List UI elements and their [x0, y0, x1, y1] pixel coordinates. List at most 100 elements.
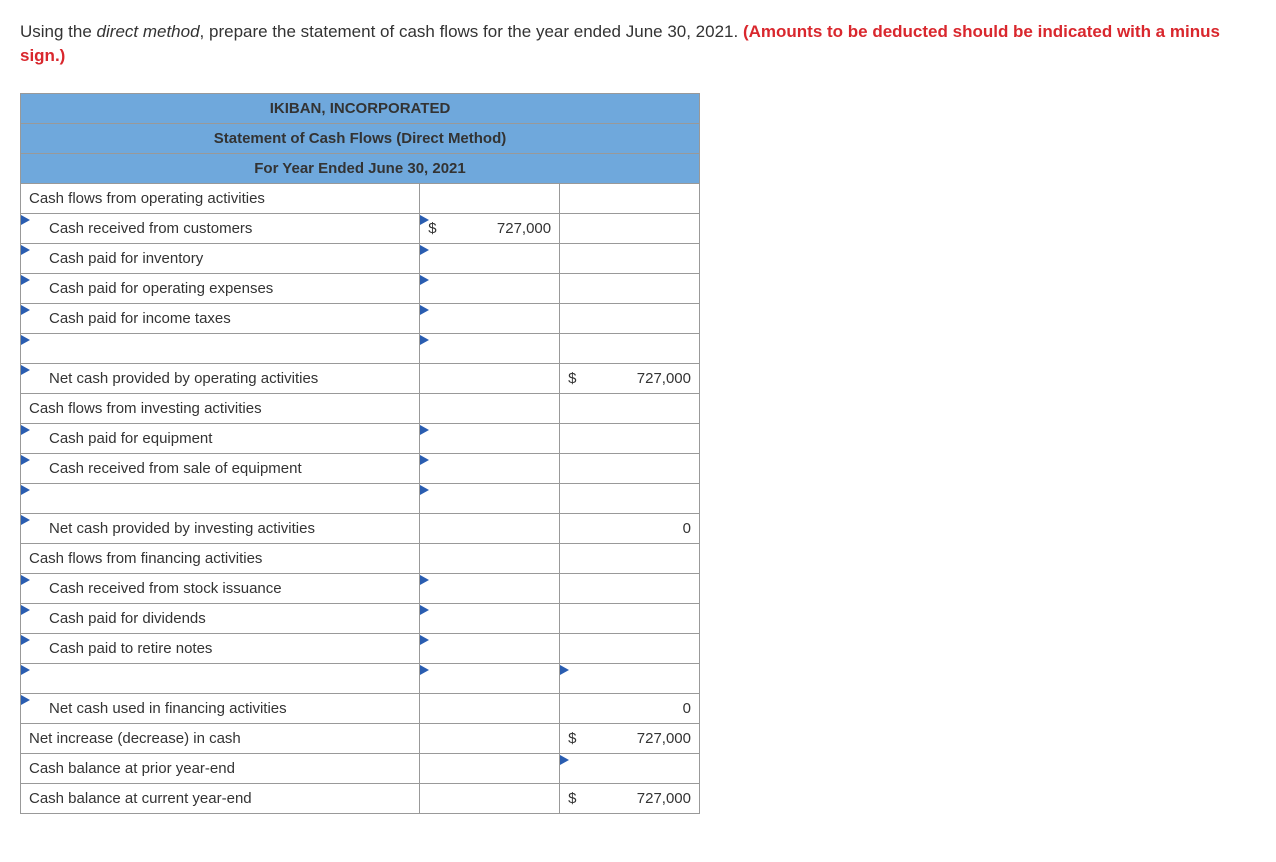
dropdown-icon[interactable]	[420, 245, 429, 255]
dropdown-icon[interactable]	[420, 335, 429, 345]
cash-paid-equipment-input[interactable]	[420, 423, 560, 453]
label-text: Net cash provided by investing activitie…	[49, 520, 315, 537]
net-investing-label[interactable]: Net cash provided by investing activitie…	[21, 513, 420, 543]
empty-cell	[560, 303, 700, 333]
blank-input[interactable]	[420, 483, 560, 513]
cash-stock-issuance-input[interactable]	[420, 573, 560, 603]
dropdown-icon[interactable]	[21, 635, 30, 645]
cash-paid-inventory-input[interactable]	[420, 243, 560, 273]
dropdown-icon[interactable]	[560, 665, 569, 675]
cash-received-equipment-label[interactable]: Cash received from sale of equipment	[21, 453, 420, 483]
empty-cell	[420, 183, 560, 213]
dropdown-icon[interactable]	[21, 485, 30, 495]
blank-label[interactable]	[21, 483, 420, 513]
blank-input[interactable]	[560, 663, 700, 693]
dropdown-icon[interactable]	[420, 635, 429, 645]
cash-received-equipment-input[interactable]	[420, 453, 560, 483]
cash-stock-issuance-label[interactable]: Cash received from stock issuance	[21, 573, 420, 603]
net-operating-row: Net cash provided by operating activitie…	[21, 363, 700, 393]
label-text: Cash paid for operating expenses	[49, 280, 273, 297]
prior-year-input[interactable]	[560, 753, 700, 783]
dropdown-icon[interactable]	[560, 755, 569, 765]
cash-retire-notes-label[interactable]: Cash paid to retire notes	[21, 633, 420, 663]
dollar-sign: $	[568, 370, 576, 387]
cash-stock-issuance-row: Cash received from stock issuance	[21, 573, 700, 603]
cash-flow-table: IKIBAN, INCORPORATED Statement of Cash F…	[20, 93, 700, 814]
empty-cell	[420, 393, 560, 423]
cash-paid-operating-input[interactable]	[420, 273, 560, 303]
cash-received-customers-input[interactable]: $ 727,000	[420, 213, 560, 243]
prior-year-label: Cash balance at prior year-end	[21, 753, 420, 783]
dropdown-icon[interactable]	[21, 575, 30, 585]
cash-paid-inventory-label[interactable]: Cash paid for inventory	[21, 243, 420, 273]
net-investing-row: Net cash provided by investing activitie…	[21, 513, 700, 543]
label-text: Net cash used in financing activities	[49, 700, 287, 717]
blank-financing-row	[21, 663, 700, 693]
dropdown-icon[interactable]	[21, 275, 30, 285]
cash-dividends-input[interactable]	[420, 603, 560, 633]
cash-paid-taxes-input[interactable]	[420, 303, 560, 333]
cash-paid-equipment-row: Cash paid for equipment	[21, 423, 700, 453]
amount-value: 727,000	[637, 790, 691, 807]
dropdown-icon[interactable]	[21, 245, 30, 255]
cash-received-customers-label[interactable]: Cash received from customers	[21, 213, 420, 243]
empty-cell	[560, 423, 700, 453]
dropdown-icon[interactable]	[21, 215, 30, 225]
dropdown-icon[interactable]	[420, 455, 429, 465]
blank-label[interactable]	[21, 663, 420, 693]
empty-cell	[420, 753, 560, 783]
cash-paid-operating-label[interactable]: Cash paid for operating expenses	[21, 273, 420, 303]
dropdown-icon[interactable]	[420, 665, 429, 675]
dropdown-icon[interactable]	[420, 215, 429, 225]
net-financing-row: Net cash used in financing activities 0	[21, 693, 700, 723]
dollar-sign: $	[428, 220, 436, 237]
empty-cell	[560, 453, 700, 483]
amount-value: 727,000	[637, 370, 691, 387]
cash-paid-equipment-label[interactable]: Cash paid for equipment	[21, 423, 420, 453]
cash-received-equipment-row: Cash received from sale of equipment	[21, 453, 700, 483]
dropdown-icon[interactable]	[21, 455, 30, 465]
period-row: For Year Ended June 30, 2021	[21, 153, 700, 183]
cash-received-customers-row: Cash received from customers $ 727,000	[21, 213, 700, 243]
dropdown-icon[interactable]	[21, 365, 30, 375]
dropdown-icon[interactable]	[21, 425, 30, 435]
statement-title-row: Statement of Cash Flows (Direct Method)	[21, 123, 700, 153]
dropdown-icon[interactable]	[420, 485, 429, 495]
empty-cell	[420, 693, 560, 723]
dropdown-icon[interactable]	[420, 275, 429, 285]
dropdown-icon[interactable]	[420, 575, 429, 585]
cash-dividends-row: Cash paid for dividends	[21, 603, 700, 633]
cash-dividends-label[interactable]: Cash paid for dividends	[21, 603, 420, 633]
net-financing-value: 0	[560, 693, 700, 723]
financing-section-header: Cash flows from financing activities	[21, 543, 700, 573]
empty-cell	[560, 393, 700, 423]
dropdown-icon[interactable]	[21, 665, 30, 675]
cash-retire-notes-input[interactable]	[420, 633, 560, 663]
dropdown-icon[interactable]	[21, 695, 30, 705]
net-financing-label[interactable]: Net cash used in financing activities	[21, 693, 420, 723]
net-operating-label[interactable]: Net cash provided by operating activitie…	[21, 363, 420, 393]
operating-section-header: Cash flows from operating activities	[21, 183, 700, 213]
dropdown-icon[interactable]	[420, 425, 429, 435]
investing-header-label: Cash flows from investing activities	[21, 393, 420, 423]
empty-cell	[420, 723, 560, 753]
label-text: Cash received from stock issuance	[49, 580, 282, 597]
label-text: Cash paid for income taxes	[49, 310, 231, 327]
empty-cell	[560, 633, 700, 663]
cash-paid-inventory-row: Cash paid for inventory	[21, 243, 700, 273]
blank-input[interactable]	[420, 333, 560, 363]
empty-cell	[560, 243, 700, 273]
empty-cell	[560, 603, 700, 633]
dropdown-icon[interactable]	[21, 335, 30, 345]
dropdown-icon[interactable]	[21, 605, 30, 615]
dropdown-icon[interactable]	[21, 515, 30, 525]
blank-label[interactable]	[21, 333, 420, 363]
instruction-text: Using the direct method, prepare the sta…	[20, 20, 1256, 68]
dropdown-icon[interactable]	[420, 305, 429, 315]
statement-title: Statement of Cash Flows (Direct Method)	[21, 123, 700, 153]
current-year-row: Cash balance at current year-end $ 727,0…	[21, 783, 700, 813]
dropdown-icon[interactable]	[420, 605, 429, 615]
cash-paid-taxes-label[interactable]: Cash paid for income taxes	[21, 303, 420, 333]
dropdown-icon[interactable]	[21, 305, 30, 315]
blank-input[interactable]	[420, 663, 560, 693]
